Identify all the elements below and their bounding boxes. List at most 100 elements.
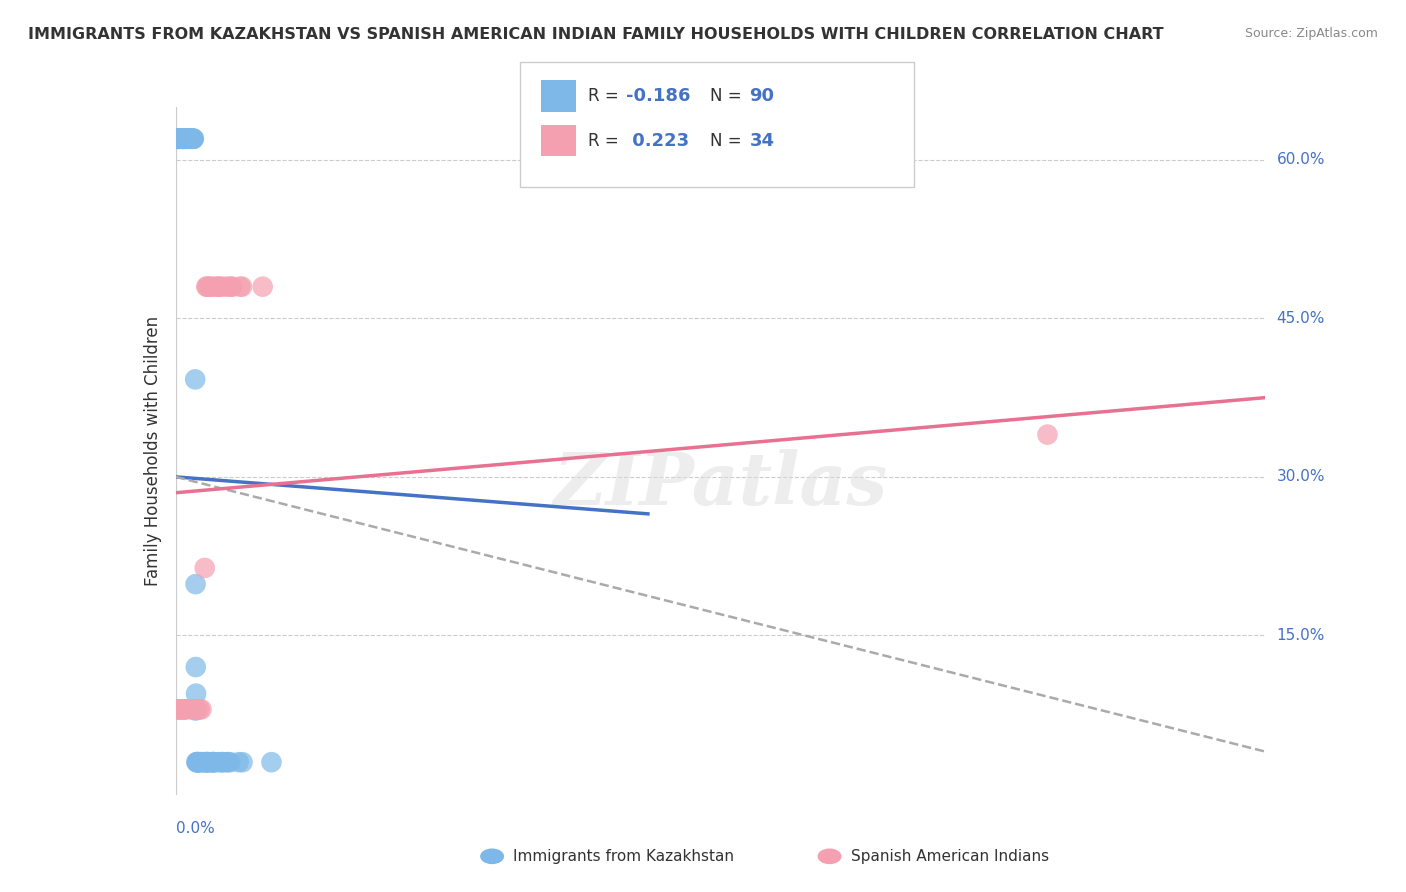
Immigrants from Kazakhstan [176, 132, 198, 146]
Text: N =: N = [710, 87, 741, 105]
Immigrants from Kazakhstan [197, 755, 219, 769]
Immigrants from Kazakhstan [202, 755, 225, 769]
Immigrants from Kazakhstan [169, 132, 191, 146]
Immigrants from Kazakhstan [173, 132, 195, 146]
Immigrants from Kazakhstan [167, 132, 190, 146]
Immigrants from Kazakhstan [188, 755, 211, 769]
Immigrants from Kazakhstan [173, 132, 195, 146]
Immigrants from Kazakhstan [177, 132, 200, 146]
Text: Source: ZipAtlas.com: Source: ZipAtlas.com [1244, 27, 1378, 40]
Spanish American Indians [179, 702, 201, 716]
Spanish American Indians [184, 702, 207, 716]
Immigrants from Kazakhstan [180, 132, 202, 146]
Immigrants from Kazakhstan [195, 755, 218, 769]
Immigrants from Kazakhstan [211, 755, 233, 769]
Immigrants from Kazakhstan [219, 755, 242, 769]
Text: Spanish American Indians: Spanish American Indians [851, 849, 1049, 863]
Immigrants from Kazakhstan [173, 132, 195, 146]
Y-axis label: Family Households with Children: Family Households with Children [143, 316, 162, 585]
Immigrants from Kazakhstan [232, 755, 254, 769]
Immigrants from Kazakhstan [170, 132, 193, 146]
Spanish American Indians [167, 702, 190, 716]
Text: N =: N = [710, 132, 741, 150]
Immigrants from Kazakhstan [174, 132, 197, 146]
Immigrants from Kazakhstan [167, 132, 190, 146]
Spanish American Indians [183, 702, 205, 716]
Immigrants from Kazakhstan [215, 755, 238, 769]
Immigrants from Kazakhstan [207, 755, 229, 769]
Immigrants from Kazakhstan [173, 132, 195, 146]
Spanish American Indians [252, 279, 274, 293]
Immigrants from Kazakhstan [184, 687, 207, 701]
Immigrants from Kazakhstan [193, 755, 215, 769]
Immigrants from Kazakhstan [167, 132, 190, 146]
Immigrants from Kazakhstan [183, 132, 205, 146]
Immigrants from Kazakhstan [173, 132, 195, 146]
Immigrants from Kazakhstan [174, 132, 197, 146]
Immigrants from Kazakhstan [172, 132, 194, 146]
Immigrants from Kazakhstan [177, 132, 200, 146]
Spanish American Indians [195, 279, 218, 293]
Spanish American Indians [231, 279, 253, 293]
Immigrants from Kazakhstan [167, 132, 190, 146]
Spanish American Indians [170, 702, 193, 716]
Immigrants from Kazakhstan [184, 577, 207, 591]
Immigrants from Kazakhstan [167, 132, 190, 146]
Text: 15.0%: 15.0% [1277, 628, 1324, 643]
Spanish American Indians [184, 702, 207, 716]
Spanish American Indians [221, 279, 243, 293]
Immigrants from Kazakhstan [167, 132, 190, 146]
Spanish American Indians [173, 702, 195, 716]
Text: 30.0%: 30.0% [1277, 469, 1324, 484]
Spanish American Indians [190, 702, 212, 716]
Immigrants from Kazakhstan [173, 132, 195, 146]
Immigrants from Kazakhstan [177, 132, 200, 146]
Text: R =: R = [588, 87, 624, 105]
Immigrants from Kazakhstan [186, 755, 208, 769]
Spanish American Indians [173, 702, 195, 716]
Immigrants from Kazakhstan [180, 132, 202, 146]
Immigrants from Kazakhstan [174, 132, 197, 146]
Text: 0.223: 0.223 [626, 132, 689, 150]
Immigrants from Kazakhstan [172, 132, 194, 146]
Immigrants from Kazakhstan [260, 755, 283, 769]
Immigrants from Kazakhstan [217, 755, 239, 769]
Spanish American Indians [195, 279, 218, 293]
Immigrants from Kazakhstan [201, 755, 224, 769]
Text: ZIPatlas: ZIPatlas [554, 450, 887, 520]
Spanish American Indians [1036, 427, 1059, 442]
Spanish American Indians [173, 702, 195, 716]
Immigrants from Kazakhstan [184, 372, 207, 386]
Text: 60.0%: 60.0% [1277, 153, 1324, 168]
Immigrants from Kazakhstan [169, 132, 191, 146]
Immigrants from Kazakhstan [173, 132, 195, 146]
Immigrants from Kazakhstan [167, 132, 190, 146]
Text: Immigrants from Kazakhstan: Immigrants from Kazakhstan [513, 849, 734, 863]
Immigrants from Kazakhstan [186, 755, 208, 769]
Immigrants from Kazakhstan [187, 755, 209, 769]
Immigrants from Kazakhstan [211, 755, 233, 769]
Spanish American Indians [174, 702, 197, 716]
Immigrants from Kazakhstan [180, 132, 202, 146]
Immigrants from Kazakhstan [181, 132, 204, 146]
Immigrants from Kazakhstan [167, 132, 190, 146]
Spanish American Indians [218, 279, 240, 293]
Spanish American Indians [205, 279, 228, 293]
Immigrants from Kazakhstan [186, 755, 208, 769]
Immigrants from Kazakhstan [169, 132, 191, 146]
Immigrants from Kazakhstan [173, 132, 195, 146]
Immigrants from Kazakhstan [195, 755, 218, 769]
Immigrants from Kazakhstan [202, 755, 225, 769]
Immigrants from Kazakhstan [172, 132, 194, 146]
Text: 34: 34 [749, 132, 775, 150]
Immigrants from Kazakhstan [167, 132, 190, 146]
Immigrants from Kazakhstan [169, 132, 191, 146]
Spanish American Indians [229, 279, 252, 293]
Spanish American Indians [169, 702, 191, 716]
Immigrants from Kazakhstan [195, 755, 218, 769]
Spanish American Indians [198, 279, 221, 293]
Immigrants from Kazakhstan [184, 704, 207, 718]
Immigrants from Kazakhstan [187, 755, 209, 769]
Immigrants from Kazakhstan [202, 755, 225, 769]
Text: R =: R = [588, 132, 624, 150]
